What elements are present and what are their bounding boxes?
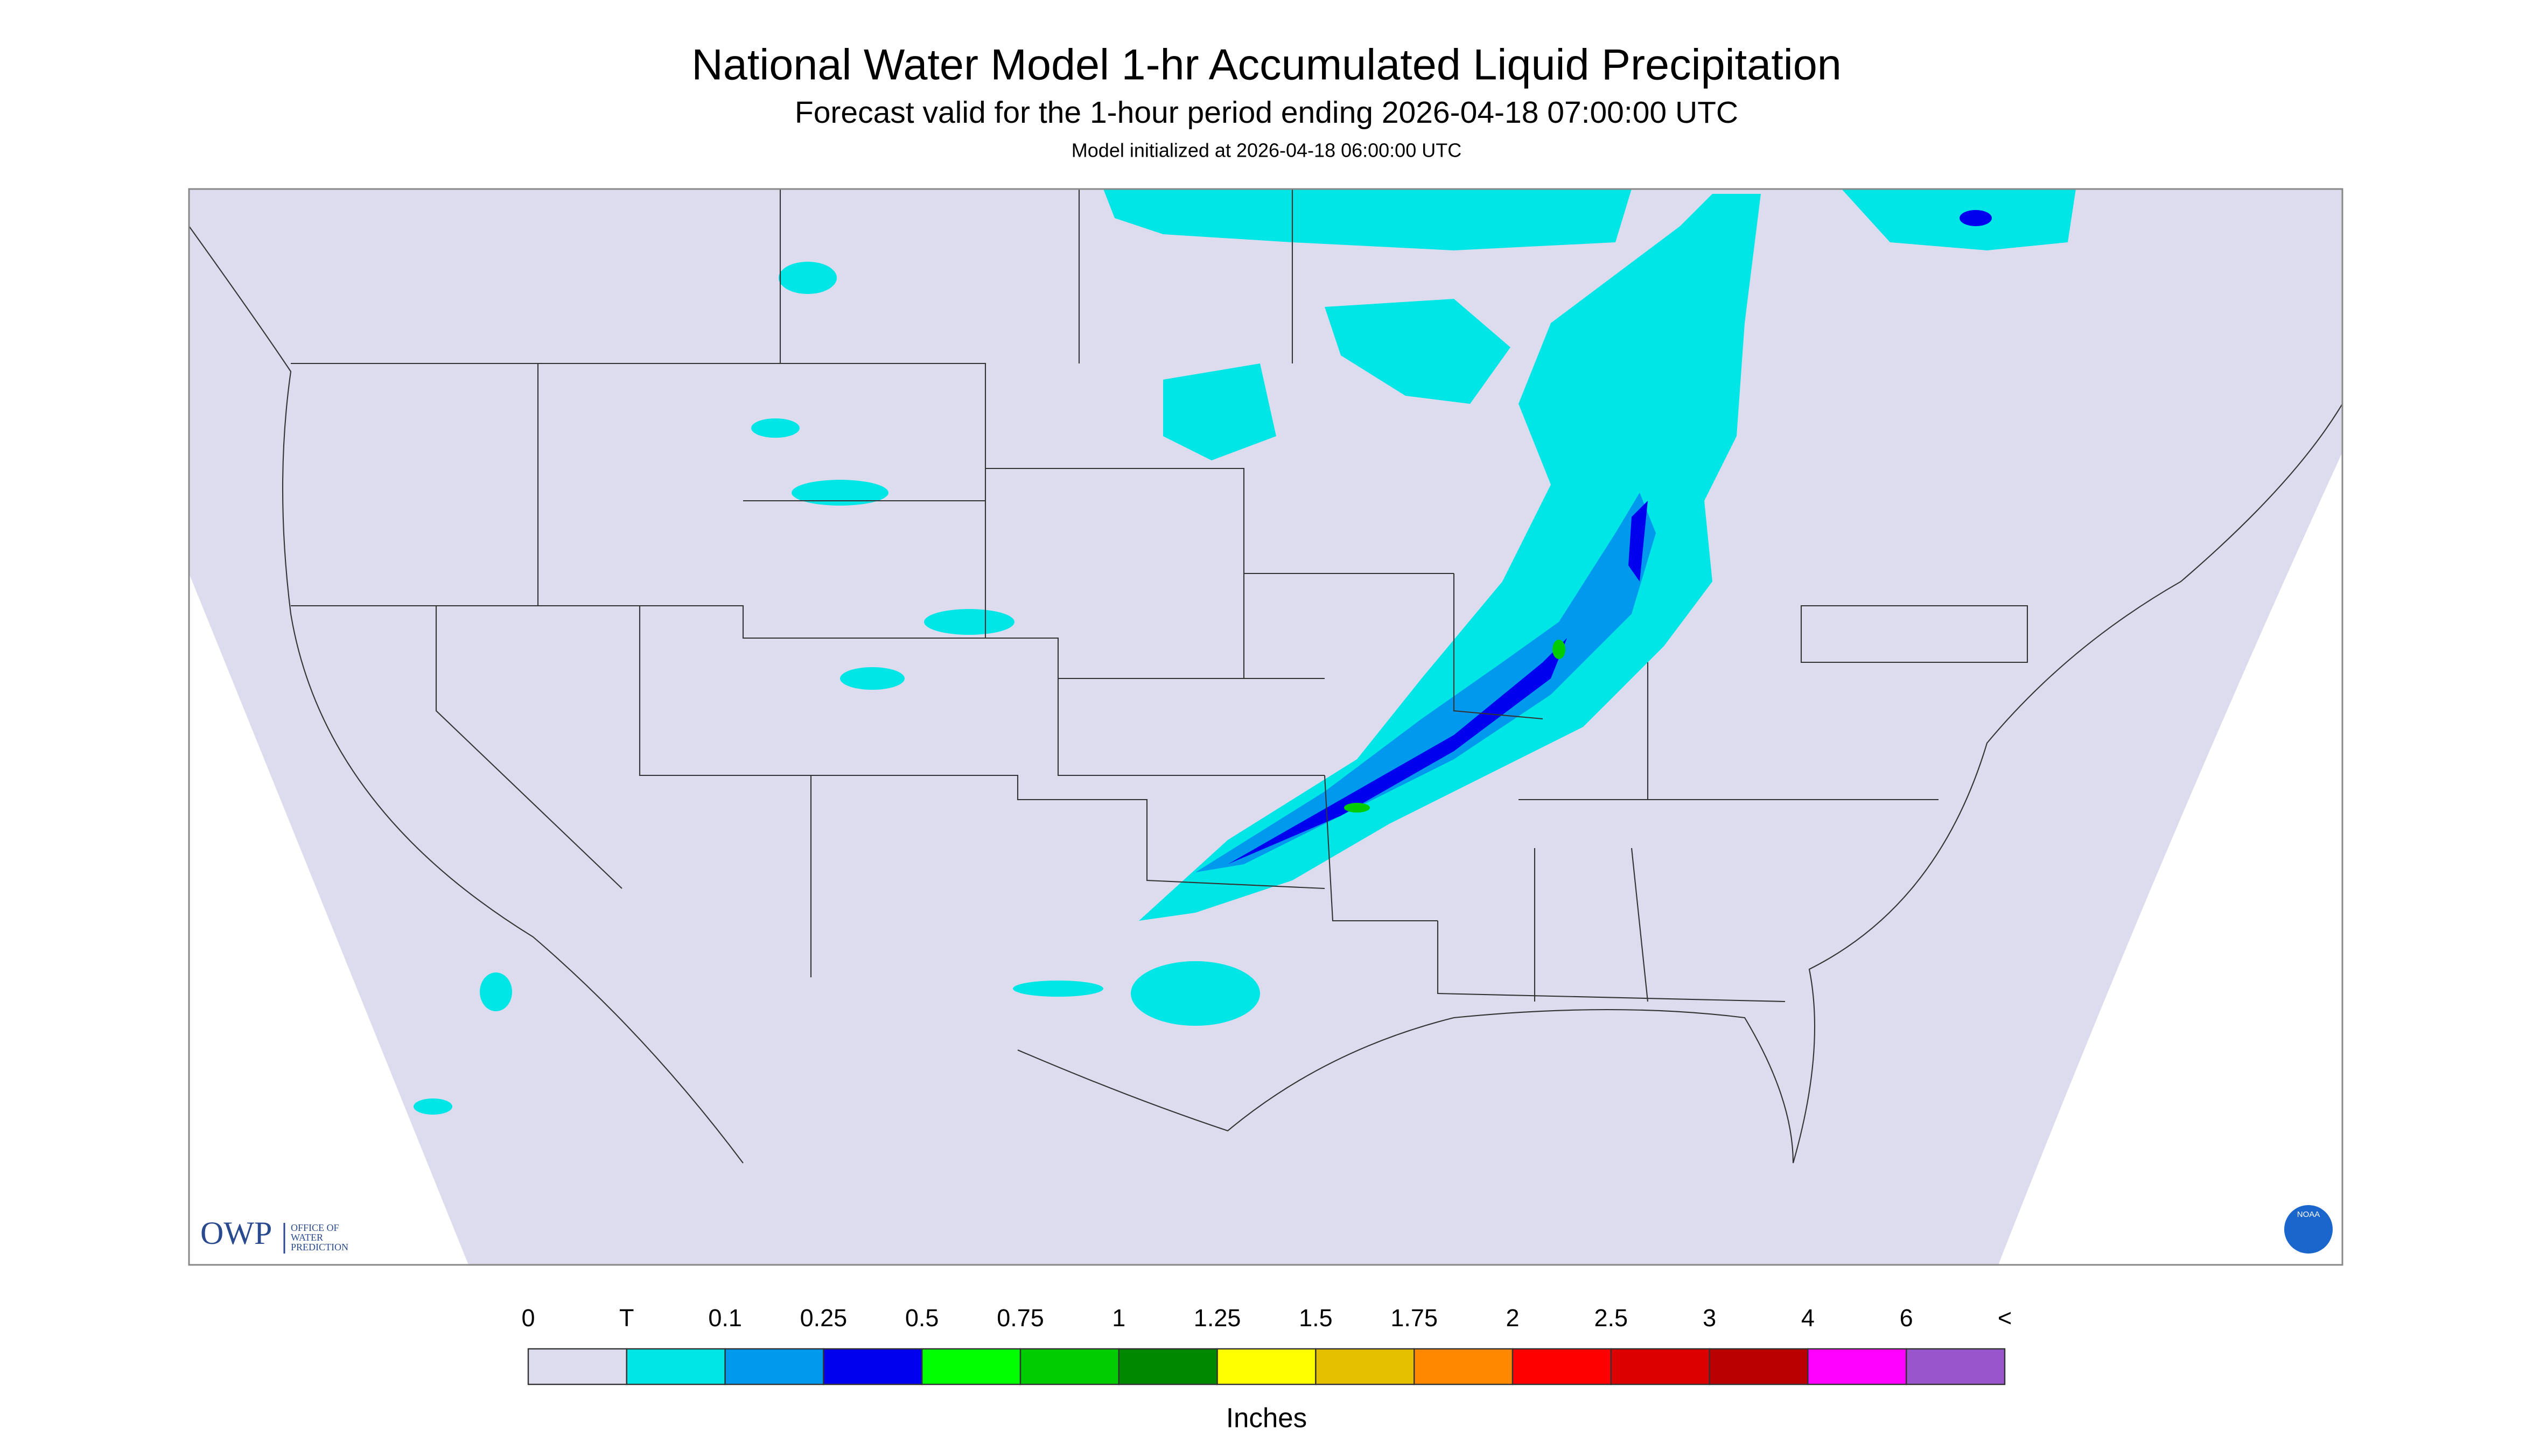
precip-area bbox=[1552, 640, 1565, 660]
colorbar-label: 1 bbox=[1112, 1304, 1125, 1332]
colorbar-label: 1.75 bbox=[1390, 1304, 1438, 1332]
precip-area bbox=[1842, 189, 2076, 251]
domain-edge bbox=[1998, 452, 2342, 1265]
colorbar-box bbox=[1019, 1348, 1120, 1385]
colorbar-label: 0.75 bbox=[997, 1304, 1044, 1332]
colorbar-label: 1.25 bbox=[1194, 1304, 1241, 1332]
title: National Water Model 1-hr Accumulated Li… bbox=[691, 40, 1842, 89]
colorbar-box bbox=[1807, 1348, 1907, 1385]
colorbar-box bbox=[921, 1348, 1021, 1385]
colorbar-box bbox=[823, 1348, 923, 1385]
init-note: Model initialized at 2026-04-18 06:00:00… bbox=[1072, 139, 1461, 162]
precip-area bbox=[1131, 961, 1260, 1026]
colorbar: 0 T 0.1 0.25 0.5 0.75 1 1.25 1.5 1.75 2 2.5 3 4 6 < bbox=[521, 1304, 2012, 1385]
precip-area bbox=[1103, 189, 1632, 251]
noaa-logo-text: NOAA bbox=[2297, 1210, 2320, 1219]
colorbar-label: T bbox=[619, 1304, 634, 1332]
colorbar-label: 0 bbox=[521, 1304, 535, 1332]
colorbar-unit: Inches bbox=[1226, 1402, 1307, 1433]
precip-area bbox=[792, 480, 888, 506]
precip-area bbox=[779, 262, 837, 295]
owp-logo: OWP bbox=[200, 1215, 272, 1251]
precip-area bbox=[1325, 299, 1510, 404]
colorbar-label: 3 bbox=[1703, 1304, 1716, 1332]
colorbar-label: 0.5 bbox=[905, 1304, 939, 1332]
subtitle: Forecast valid for the 1-hour period end… bbox=[795, 95, 1738, 130]
colorbar-label: < bbox=[1998, 1304, 2012, 1332]
domain-edge bbox=[189, 573, 468, 1265]
colorbar-label: 2.5 bbox=[1594, 1304, 1628, 1332]
owp-logo-line: OFFICE OF bbox=[291, 1222, 339, 1233]
precip-area bbox=[480, 972, 512, 1012]
precip-area bbox=[1163, 363, 1276, 461]
precip-area bbox=[414, 1098, 452, 1115]
owp-logo-line: WATER bbox=[291, 1232, 323, 1243]
colorbar-label: 1.5 bbox=[1299, 1304, 1333, 1332]
colorbar-box bbox=[1709, 1348, 1809, 1385]
precip-area bbox=[924, 609, 1014, 635]
colorbar-box bbox=[1315, 1348, 1415, 1385]
owp-logo-line: PREDICTION bbox=[291, 1242, 348, 1252]
colorbar-label: 2 bbox=[1506, 1304, 1519, 1332]
colorbar-label: 6 bbox=[1900, 1304, 1913, 1332]
precip-area bbox=[1628, 501, 1648, 582]
precip-area bbox=[1013, 981, 1103, 997]
colorbar-box bbox=[1905, 1348, 2006, 1385]
precip-area bbox=[751, 418, 800, 438]
precip-area bbox=[840, 667, 905, 690]
precip-area bbox=[1960, 210, 1992, 227]
map-frame bbox=[188, 188, 2343, 1266]
colorbar-label: 4 bbox=[1801, 1304, 1815, 1332]
precipitation bbox=[414, 189, 2076, 1115]
colorbar-box bbox=[527, 1348, 628, 1385]
state-boundaries bbox=[188, 189, 2343, 1164]
map-background bbox=[189, 189, 2342, 1265]
colorbar-label: 0.25 bbox=[800, 1304, 848, 1332]
colorbar-box bbox=[724, 1348, 824, 1385]
colorbar-label: 0.1 bbox=[708, 1304, 742, 1332]
colorbar-box bbox=[1610, 1348, 1710, 1385]
colorbar-box bbox=[1216, 1348, 1317, 1385]
precip-area bbox=[1139, 194, 1761, 921]
colorbar-box bbox=[626, 1348, 726, 1385]
noaa-logo bbox=[2284, 1205, 2333, 1254]
colorbar-box bbox=[1414, 1348, 1514, 1385]
precip-area bbox=[1344, 803, 1370, 813]
colorbar-box bbox=[1512, 1348, 1612, 1385]
colorbar-box bbox=[1118, 1348, 1218, 1385]
